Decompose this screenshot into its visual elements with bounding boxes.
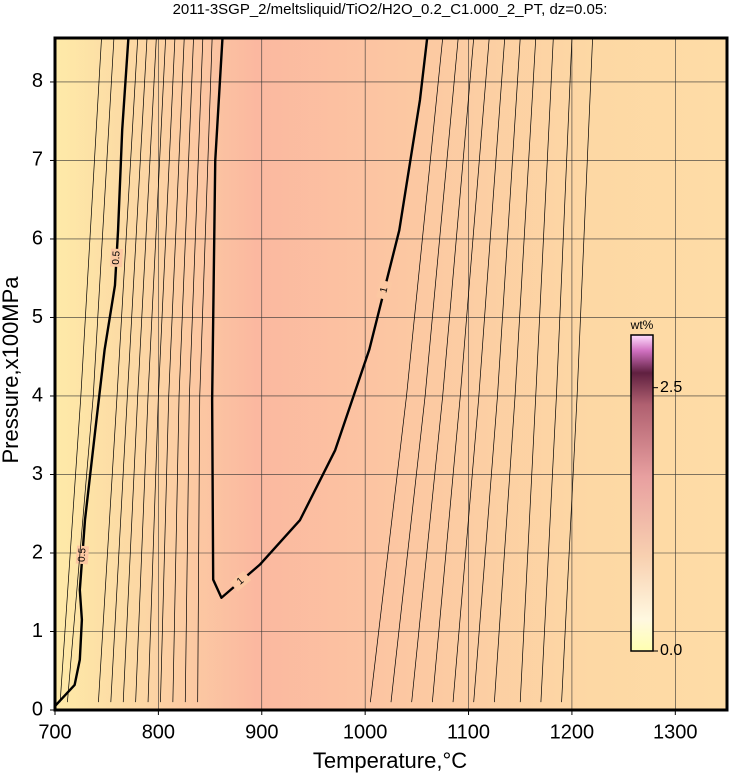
contour-line xyxy=(432,37,490,703)
chart-title: 2011-3SGP_2/meltsliquid/TiO2/H2O_0.2_C1.… xyxy=(173,1,608,18)
contour-line xyxy=(147,37,176,703)
x-tick-label: 1000 xyxy=(343,721,388,743)
colorbar-label: wt% xyxy=(630,318,654,332)
contour-label: 0.5 xyxy=(77,547,89,562)
colorbar-tick-label: 0.0 xyxy=(660,642,682,659)
contour-line xyxy=(135,37,166,703)
y-tick-label: 7 xyxy=(32,149,43,171)
contour-line xyxy=(519,37,554,703)
contour-label-bg xyxy=(229,570,252,592)
contour-line xyxy=(122,37,157,703)
contour-line xyxy=(184,37,204,703)
grid xyxy=(54,38,727,711)
axes: 700 800 900 1000 1100 1200 1300 0 1 2 3 4 5 6 7 8 wt% 0.0… xyxy=(32,36,729,743)
contour-line xyxy=(98,37,139,703)
y-tick-label: 1 xyxy=(32,620,43,642)
contour-line xyxy=(172,37,194,703)
contour-line xyxy=(59,37,102,703)
contour-line xyxy=(561,37,593,703)
contour-line xyxy=(452,37,506,703)
x-tick-label: 900 xyxy=(245,721,278,743)
contour-line xyxy=(110,37,148,703)
x-tick-label: 1200 xyxy=(550,721,595,743)
colorbar xyxy=(630,334,654,652)
contour-label-bg xyxy=(75,545,90,565)
x-tick-label: 700 xyxy=(38,721,71,743)
contour-line xyxy=(540,37,573,703)
contour-line xyxy=(160,37,185,703)
plot-frame xyxy=(53,36,729,712)
x-tick-label: 800 xyxy=(142,721,175,743)
x-axis-label: Temperature,°C xyxy=(313,748,467,773)
contour-line-bold xyxy=(54,37,130,707)
contour-line xyxy=(494,37,537,703)
contour-label-bg xyxy=(376,279,393,301)
colorbar-tick-label: 2.5 xyxy=(660,379,682,396)
y-tick-label: 6 xyxy=(32,227,43,249)
y-tick-label: 3 xyxy=(32,463,43,485)
contour-line xyxy=(411,37,475,703)
contour-label: 1 xyxy=(235,575,247,587)
contour-label: 0.5 xyxy=(111,250,123,265)
contour-line xyxy=(67,37,115,703)
x-tick-label: 1100 xyxy=(447,721,490,743)
y-tick-label: 4 xyxy=(32,384,43,406)
y-axis-label: Pressure,x100MPa xyxy=(0,276,23,464)
plot-background xyxy=(55,38,727,710)
y-tick-label: 2 xyxy=(32,541,43,563)
contours: 0.5 0.5 1 1 xyxy=(54,37,593,707)
contour-label-bg xyxy=(110,248,124,268)
contour-line-bold xyxy=(210,37,429,599)
contour-line xyxy=(390,37,459,703)
contour-label: 1 xyxy=(378,286,390,294)
contour-line xyxy=(369,37,444,703)
contour-line xyxy=(473,37,521,703)
y-tick-label: 5 xyxy=(32,306,43,328)
y-tick-label: 0 xyxy=(32,698,43,720)
x-tick-label: 1300 xyxy=(653,721,698,743)
contour-line xyxy=(197,37,213,703)
y-tick-label: 8 xyxy=(32,70,43,92)
